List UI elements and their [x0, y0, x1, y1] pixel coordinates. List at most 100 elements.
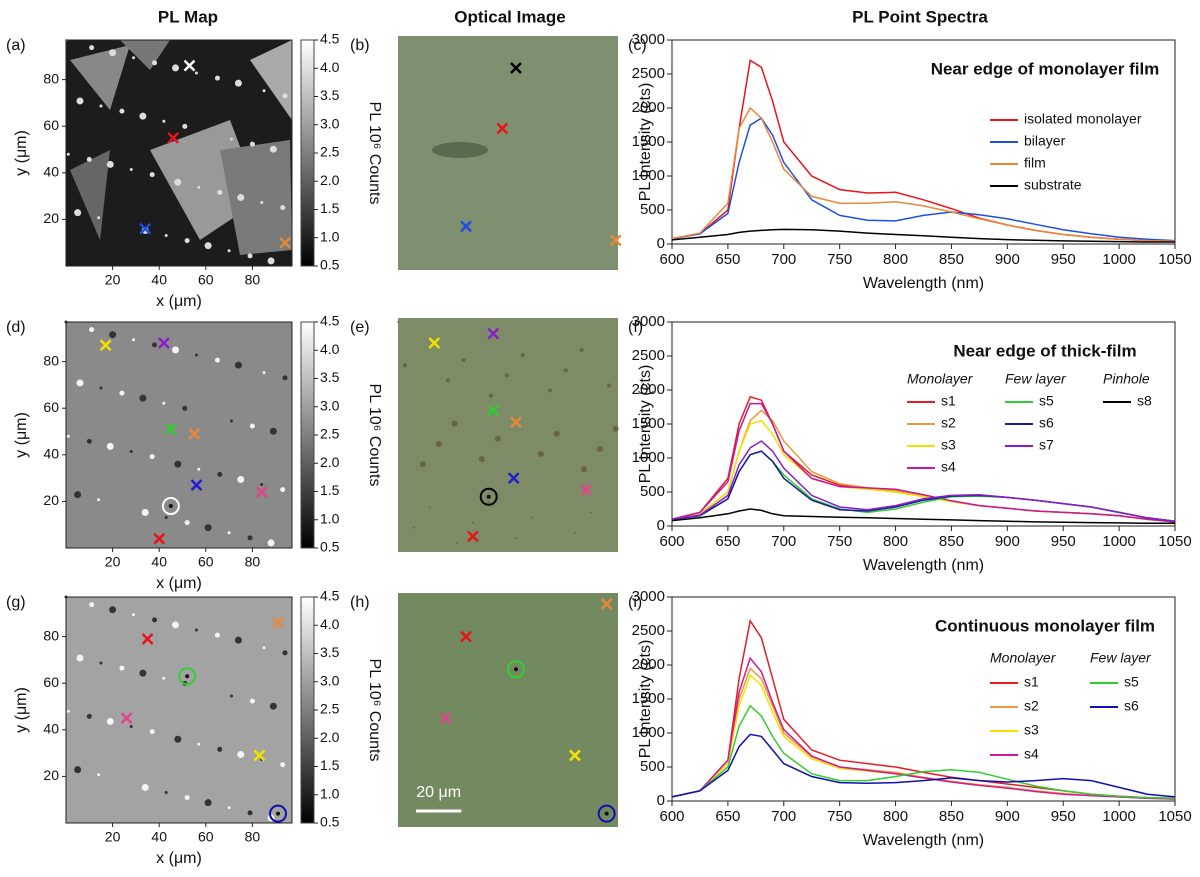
map-speck [194, 353, 198, 357]
map-speck [164, 791, 168, 795]
optical-speck [596, 445, 603, 452]
map-flake [70, 45, 130, 110]
map-speck [106, 442, 114, 450]
map-speck [106, 160, 114, 168]
spectrum-line [671, 440, 1176, 522]
x-axis-label: Wavelength (nm) [863, 832, 984, 849]
marker-circle [479, 487, 498, 506]
x-tick-label: 1050 [1158, 251, 1191, 268]
map-speck [217, 189, 223, 195]
x-tick-label: 20 [105, 829, 121, 845]
colorbar-tick-label: 1.0 [320, 228, 340, 244]
colorbar-tick-label: 4.5 [320, 588, 340, 604]
map-speck [227, 531, 231, 535]
panel-label: (h) [350, 594, 370, 611]
y-tick-label: 40 [43, 721, 59, 737]
legend-label: s8 [1137, 393, 1152, 409]
marker-cross [600, 598, 613, 610]
y-tick-label: 1000 [632, 449, 665, 466]
optical-speck [471, 521, 474, 524]
y-tick-label: 60 [43, 674, 59, 690]
colorbar-tick-label: 2.5 [320, 426, 340, 442]
map-speck [89, 327, 95, 333]
y-tick-label: 80 [43, 352, 59, 368]
colorbar [300, 39, 315, 267]
y-axis-label: PL Intensity (cts) [637, 365, 654, 484]
colorbar-tick-label: 2.0 [320, 454, 340, 470]
map-speck [66, 709, 70, 713]
marker-circle [161, 497, 180, 516]
x-tick-label: 40 [151, 272, 167, 288]
optical-speck [402, 363, 407, 368]
x-tick-label: 900 [995, 808, 1020, 825]
panel-label: (e) [350, 319, 370, 336]
map-speck [106, 717, 114, 725]
optical-speck [428, 506, 431, 509]
colorbar-tick-label: 3.5 [320, 644, 340, 660]
optical-speck [445, 378, 450, 383]
x-tick-label: 800 [883, 533, 908, 550]
map-speck [149, 729, 155, 735]
x-tick-label: 60 [198, 829, 214, 845]
map-speck [204, 242, 212, 250]
map-speck [269, 702, 277, 710]
spectrum-line [671, 59, 1176, 243]
spectrum-line [671, 704, 1176, 800]
column-header: PL Point Spectra [852, 7, 988, 26]
x-tick-label: 1000 [1102, 808, 1135, 825]
map-speck [74, 766, 82, 774]
map-flake [120, 40, 170, 70]
plot-title: Near edge of monolayer film [931, 59, 1160, 78]
y-tick-label: 40 [43, 446, 59, 462]
optical-speck [580, 466, 587, 473]
panel-label: (a) [6, 37, 26, 54]
map-speck [229, 137, 233, 141]
x-axis-label: Wavelength (nm) [863, 557, 984, 574]
legend-group-title: Few layer [1090, 650, 1152, 666]
map-speck [197, 742, 201, 746]
map-speck [132, 56, 136, 60]
map-speck [262, 89, 266, 93]
y-tick-label: 500 [640, 758, 665, 775]
legend-label: film [1024, 155, 1046, 171]
map-speck [182, 405, 188, 411]
map-speck [164, 234, 168, 238]
colorbar-tick-label: 0.5 [320, 539, 340, 555]
marker-circle [269, 804, 288, 823]
y-tick-label: 2000 [632, 99, 665, 116]
map-speck [260, 201, 264, 205]
x-tick-label: 650 [715, 533, 740, 550]
y-tick-label: 0 [657, 235, 665, 252]
marker-dot [513, 667, 518, 672]
colorbar-tick-label: 2.5 [320, 701, 340, 717]
map-speck [99, 661, 103, 665]
map-speck [262, 646, 266, 650]
legend-label: s5 [1039, 393, 1054, 409]
y-tick-label: 20 [43, 210, 59, 226]
map-speck [139, 669, 147, 677]
map-speck [141, 783, 149, 791]
x-tick-label: 950 [1051, 251, 1076, 268]
marker-cross [167, 131, 180, 144]
colorbar-tick-label: 1.5 [320, 482, 340, 498]
colorbar-tick-label: 1.0 [320, 785, 340, 801]
map-speck [129, 450, 133, 454]
map-speck [109, 49, 117, 57]
map-speck [109, 331, 117, 339]
y-axis-label: y (μm) [13, 412, 30, 458]
map-speck [162, 676, 166, 680]
map-speck [234, 636, 242, 644]
optical-speck [419, 461, 426, 468]
y-tick-label: 2500 [632, 65, 665, 82]
map-speck [172, 346, 180, 354]
map-speck [214, 357, 220, 363]
y-tick-label: 1000 [632, 167, 665, 184]
x-tick-label: 750 [827, 808, 852, 825]
map-speck [97, 498, 101, 502]
colorbar-tick-label: 3.0 [320, 115, 340, 131]
x-tick-label: 20 [105, 554, 121, 570]
map-speck [237, 750, 245, 758]
colorbar-tick-label: 2.0 [320, 729, 340, 745]
map-speck [99, 104, 103, 108]
